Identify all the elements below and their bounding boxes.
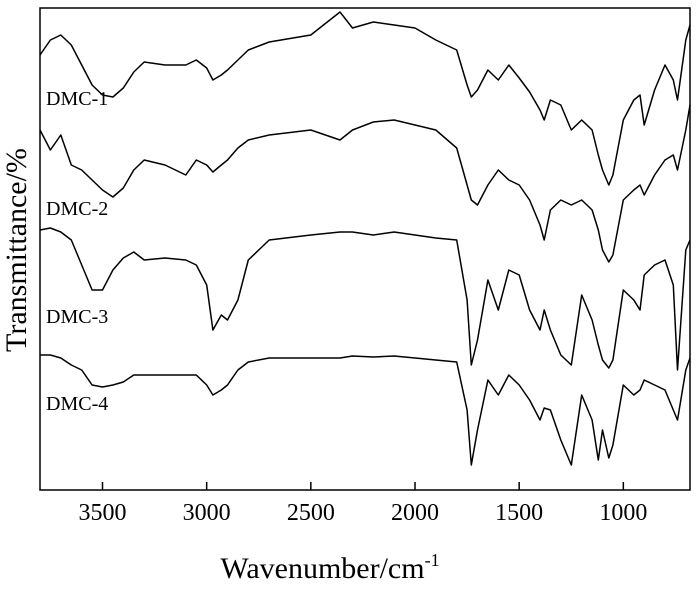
x-tick-label: 1000 <box>599 500 647 526</box>
x-tick-label: 3000 <box>183 500 231 526</box>
spectrum-line <box>39 11 691 186</box>
spectrum-line <box>39 104 691 263</box>
x-tick-label: 2000 <box>391 500 439 526</box>
x-tick-label: 2500 <box>287 500 335 526</box>
series-label: DMC-3 <box>46 306 108 328</box>
x-axis-title-sup: -1 <box>425 550 440 570</box>
series-label: DMC-2 <box>46 198 108 220</box>
x-tick-label: 3500 <box>79 500 127 526</box>
spectrum-line <box>40 354 691 466</box>
series-label: DMC-4 <box>46 393 108 415</box>
x-axis-title: Wavenumber/cm-1 <box>220 550 439 585</box>
spectrum-line <box>39 227 691 371</box>
series-label: DMC-1 <box>46 88 108 110</box>
x-tick-label: 1500 <box>495 500 543 526</box>
x-axis-title-text: Wavenumber/cm <box>220 552 424 585</box>
y-axis-title: Transmittance/% <box>0 148 33 352</box>
plot-frame <box>39 7 691 491</box>
